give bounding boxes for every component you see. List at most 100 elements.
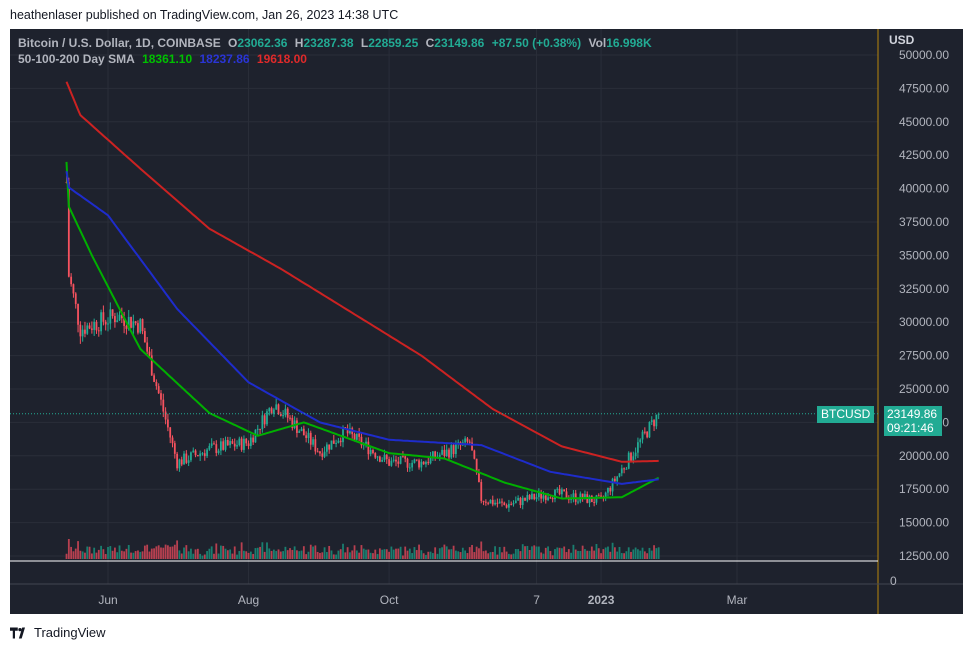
candle-body[interactable] (390, 460, 393, 466)
candle-body[interactable] (141, 319, 144, 332)
candle-body[interactable] (321, 453, 324, 457)
candle-body[interactable] (254, 429, 257, 443)
candle-body[interactable] (249, 437, 252, 447)
candle-body[interactable] (620, 468, 623, 474)
candle-body[interactable] (593, 502, 596, 504)
candle-body[interactable] (298, 431, 301, 433)
candle-body[interactable] (618, 473, 621, 477)
candle-body[interactable] (473, 450, 476, 459)
candle-body[interactable] (252, 437, 255, 443)
candle-body[interactable] (319, 451, 321, 454)
candle-body[interactable] (157, 386, 160, 394)
candle-body[interactable] (441, 449, 443, 455)
candle-body[interactable] (399, 456, 402, 464)
candle-body[interactable] (130, 316, 132, 328)
candle-body[interactable] (296, 420, 298, 433)
candle-body[interactable] (524, 497, 526, 501)
candle-body[interactable] (443, 449, 446, 456)
candle-body[interactable] (263, 415, 266, 425)
candle-body[interactable] (176, 453, 179, 469)
candle-body[interactable] (374, 453, 377, 458)
candle-body[interactable] (229, 441, 232, 446)
candle-body[interactable] (268, 408, 271, 412)
candle-body[interactable] (178, 459, 181, 469)
candle-body[interactable] (190, 452, 192, 461)
candle-body[interactable] (565, 491, 568, 499)
candle-body[interactable] (372, 449, 374, 454)
sma200-line[interactable] (65, 81, 659, 463)
candle-body[interactable] (376, 456, 379, 458)
candle-body[interactable] (609, 487, 612, 492)
currency-unit[interactable]: USD (889, 33, 915, 47)
candle-body[interactable] (383, 454, 386, 460)
candle-body[interactable] (420, 461, 423, 468)
candle-body[interactable] (194, 450, 197, 456)
candle-body[interactable] (494, 502, 496, 505)
sma-title[interactable]: 50-100-200 Day SMA (18, 52, 135, 66)
candle-body[interactable] (358, 433, 361, 437)
candle-body[interactable] (137, 323, 139, 333)
candle-body[interactable] (616, 476, 619, 482)
candle-body[interactable] (544, 495, 547, 501)
sma50-line[interactable] (65, 161, 660, 500)
candle-body[interactable] (413, 459, 416, 463)
candle-body[interactable] (434, 451, 437, 458)
candle-body[interactable] (84, 329, 86, 334)
candle-body[interactable] (224, 439, 227, 450)
candle-body[interactable] (213, 443, 215, 445)
candle-body[interactable] (353, 434, 356, 440)
candle-body[interactable] (600, 495, 602, 497)
candle-body[interactable] (335, 442, 337, 444)
candle-body[interactable] (243, 438, 245, 450)
candle-body[interactable] (639, 439, 642, 443)
candle-body[interactable] (332, 440, 335, 444)
candle-body[interactable] (590, 495, 593, 503)
candle-body[interactable] (309, 432, 312, 445)
candle-body[interactable] (325, 444, 328, 452)
candle-body[interactable] (625, 468, 628, 470)
candle-body[interactable] (120, 314, 123, 319)
candle-body[interactable] (173, 443, 176, 454)
candle-body[interactable] (496, 502, 499, 504)
candle-body[interactable] (132, 321, 135, 328)
candle-body[interactable] (464, 438, 467, 443)
candle-body[interactable] (510, 503, 513, 505)
candle-body[interactable] (505, 504, 508, 508)
candle-body[interactable] (123, 318, 126, 326)
candle-body[interactable] (282, 415, 285, 417)
candle-body[interactable] (97, 330, 100, 332)
candle-body[interactable] (256, 428, 259, 430)
candle-body[interactable] (563, 489, 566, 492)
candle-body[interactable] (650, 420, 653, 423)
candle-body[interactable] (388, 459, 390, 466)
candle-body[interactable] (355, 433, 358, 440)
candle-body[interactable] (100, 312, 102, 332)
candle-body[interactable] (118, 314, 121, 321)
candle-body[interactable] (501, 501, 503, 503)
price-chart[interactable]: 50000.00 47500.00 45000.00 42500.00 40000.00… (10, 29, 963, 614)
candle-body[interactable] (95, 321, 98, 331)
candle-body[interactable] (127, 316, 130, 329)
candle-body[interactable] (482, 500, 485, 502)
candle-body[interactable] (535, 497, 538, 500)
candle-body[interactable] (637, 442, 639, 453)
candle-body[interactable] (222, 441, 225, 450)
candle-body[interactable] (134, 321, 137, 324)
candle-body[interactable] (330, 440, 333, 450)
candle-body[interactable] (86, 325, 89, 334)
candle-body[interactable] (597, 495, 600, 497)
candle-body[interactable] (77, 303, 79, 325)
candle-body[interactable] (74, 293, 77, 304)
candle-body[interactable] (397, 461, 400, 464)
candle-body[interactable] (514, 500, 517, 504)
candle-body[interactable] (378, 456, 381, 462)
candle-body[interactable] (471, 442, 473, 451)
candle-body[interactable] (79, 324, 82, 337)
candle-body[interactable] (259, 428, 261, 430)
candle-body[interactable] (314, 439, 317, 452)
candle-body[interactable] (540, 492, 543, 499)
candle-body[interactable] (70, 276, 73, 285)
candle-body[interactable] (231, 441, 234, 444)
candle-body[interactable] (542, 495, 545, 499)
candle-body[interactable] (107, 323, 109, 325)
